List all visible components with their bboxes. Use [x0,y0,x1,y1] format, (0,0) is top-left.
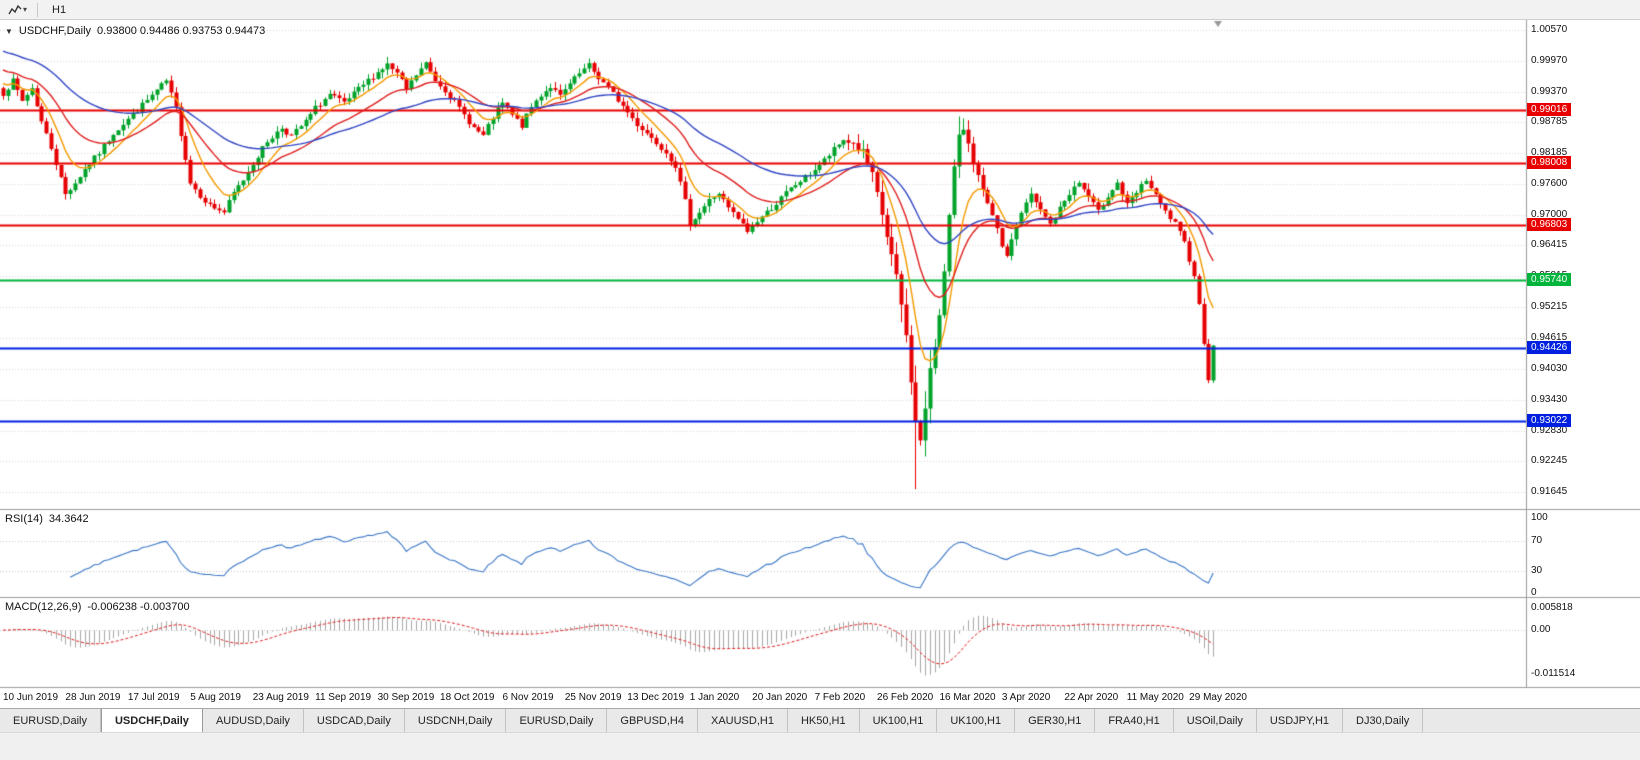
hline-price-badge[interactable]: 0.99016 [1527,103,1572,117]
tab-usdcad-daily[interactable]: USDCAD,Daily [304,709,405,732]
tab-usdjpy-h1[interactable]: USDJPY,H1 [1257,709,1344,732]
tab-uk100-h1[interactable]: UK100,H1 [937,709,1016,732]
hline-price-badge[interactable]: 0.94426 [1527,341,1572,355]
tab-ger30-h1[interactable]: GER30,H1 [1015,709,1096,732]
tab-audusd-daily[interactable]: AUDUSD,Daily [203,709,304,732]
tab-xauusd-h1[interactable]: XAUUSD,H1 [698,709,788,732]
hline-price-badge[interactable]: 0.93022 [1527,413,1572,427]
timeframe-toolbar: ▾ M1M5M15M30H1H4D1W1MN [0,0,1640,88]
line-chart-tool-icon [8,4,22,16]
tab-eurusd-daily[interactable]: EURUSD,Daily [506,709,608,732]
tab-hk50-h1[interactable]: HK50,H1 [788,709,860,732]
tab-dj30-daily[interactable]: DJ30,Daily [1343,709,1424,732]
chart-window: ▼ USDCHF,Daily 0.93800 0.94486 0.93753 0… [0,20,1640,708]
tab-usoil-daily[interactable]: USOil,Daily [1174,709,1257,732]
toolbar-separator [37,2,39,17]
line-chart-tool-button[interactable]: ▾ [4,4,31,16]
tab-usdchf-daily[interactable]: USDCHF,Daily [100,709,203,732]
status-bar [0,732,1640,760]
hline-price-badge[interactable]: 0.98008 [1527,155,1572,169]
chevron-down-icon: ▾ [23,4,28,14]
price-chart-canvas[interactable] [0,20,1640,708]
tab-eurusd-daily[interactable]: EURUSD,Daily [0,709,101,732]
timeframe-button-h1[interactable]: H1 [52,3,67,16]
hline-price-badge[interactable]: 0.95740 [1527,273,1572,287]
tab-fra40-h1[interactable]: FRA40,H1 [1095,709,1174,732]
hline-price-badge[interactable]: 0.96803 [1527,217,1572,231]
tab-gbpusd-h4[interactable]: GBPUSD,H4 [607,709,698,732]
symbol-tabbar: EURUSD,Daily USDCHF,Daily AUDUSD,Daily USDC… [0,708,1640,732]
tab-uk100-h1[interactable]: UK100,H1 [860,709,938,732]
tab-usdcnh-daily[interactable]: USDCNH,Daily [405,709,507,732]
